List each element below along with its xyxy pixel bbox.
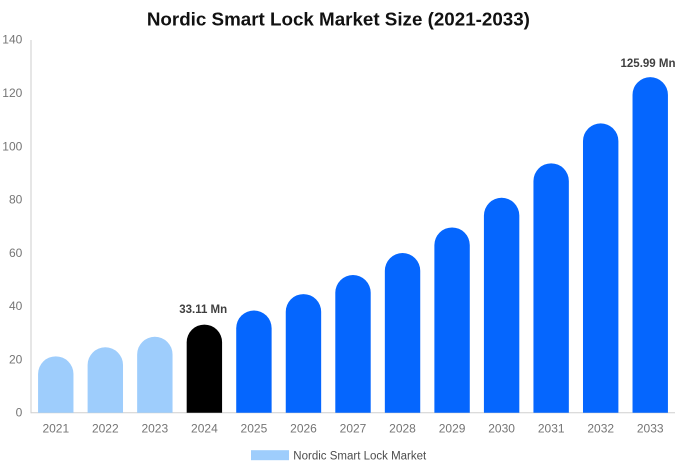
svg-text:0: 0 <box>16 406 23 420</box>
svg-text:2022: 2022 <box>92 422 119 436</box>
svg-text:2030: 2030 <box>488 422 515 436</box>
svg-text:2029: 2029 <box>439 422 466 436</box>
svg-text:2033: 2033 <box>637 422 664 436</box>
svg-text:125.99 Mn: 125.99 Mn <box>621 58 675 70</box>
svg-text:40: 40 <box>9 299 23 313</box>
svg-text:140: 140 <box>2 33 22 47</box>
svg-text:2028: 2028 <box>389 422 416 436</box>
svg-text:2032: 2032 <box>587 422 614 436</box>
svg-text:20: 20 <box>9 352 23 366</box>
svg-text:100: 100 <box>2 139 22 153</box>
svg-text:2025: 2025 <box>241 422 268 436</box>
svg-text:80: 80 <box>9 193 23 207</box>
svg-text:Nordic Smart Lock Market: Nordic Smart Lock Market <box>293 450 427 462</box>
svg-text:2027: 2027 <box>340 422 367 436</box>
svg-text:2021: 2021 <box>42 422 69 436</box>
svg-text:33.11 Mn: 33.11 Mn <box>179 304 227 316</box>
svg-text:60: 60 <box>9 246 23 260</box>
svg-text:120: 120 <box>2 86 22 100</box>
svg-text:2026: 2026 <box>290 422 317 436</box>
svg-text:2031: 2031 <box>538 422 565 436</box>
svg-text:2023: 2023 <box>141 422 168 436</box>
svg-text:Nordic Smart Lock Market Size: Nordic Smart Lock Market Size (2021-2033… <box>147 9 530 30</box>
svg-text:2024: 2024 <box>191 422 218 436</box>
